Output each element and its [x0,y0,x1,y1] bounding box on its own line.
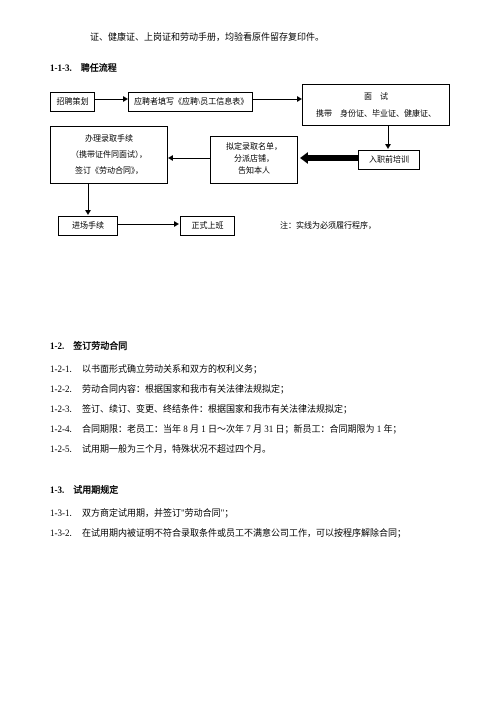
list-item: 1-2-4.合同期限：老员工：当年 8 月 1 日～次年 7 月 31 日；新员… [50,422,450,435]
item-text: 合同期限：老员工：当年 8 月 1 日～次年 7 月 31 日；新员工：合同期限… [82,424,402,434]
section-1-3-title: 1-3. 试用期规定 [50,483,450,496]
node-fill-form: 应聘者填写《应聘\员工信息表》 [128,92,253,112]
item-text: 签订、续订、变更、终结条件：根据国家和我市有关法律法规拟定； [82,404,352,414]
item-num: 1-2-5. [50,444,82,454]
hire-line2: （携带证件同面试）， [56,149,162,161]
assign-line1: 拟定录取名单， [216,141,292,153]
item-num: 1-2-1. [50,364,82,374]
list-item: 1-3-1.双方商定试用期，并签订"劳动合同"； [50,506,450,519]
item-num: 1-2-4. [50,424,82,434]
flow-note: 注：实线为必须履行程序， [280,220,376,232]
arrow [172,158,210,159]
item-text: 双方商定试用期，并签订"劳动合同"； [82,508,233,518]
item-num: 1-3-1. [50,508,82,518]
node-recruit-plan: 招聘策划 [50,92,95,112]
item-num: 1-3-2. [50,528,82,538]
arrow-head [85,210,91,215]
hire-line3: 签订《劳动合同》， [56,165,162,177]
top-continuation-text: 证、健康证、上岗证和劳动手册，均验看原件留存复印件。 [90,30,450,43]
assign-line2: 分派店铺， [216,153,292,165]
item-text: 在试用期内被证明不符合录取条件或员工不满意公司工作，可以按程序解除合同； [82,528,406,538]
hire-line1: 办理录取手续 [56,133,162,145]
list-item: 1-3-2.在试用期内被证明不符合录取条件或员工不满意公司工作，可以按程序解除合… [50,526,450,539]
arrow [88,184,89,212]
node-assign: 拟定录取名单， 分派店铺， 告知本人 [210,136,298,184]
item-text: 以书面形式确立劳动关系和双方的权利义务； [82,364,262,374]
item-num: 1-2-3. [50,404,82,414]
arrow-head [174,221,179,227]
node-interview: 面 试 携带 身份证、毕业证、健康证、 [302,84,450,126]
item-text: 劳动合同内容：根据国家和我市有关法律法规拟定； [82,384,289,394]
arrow-head [123,96,128,102]
node-hire-procedure: 办理录取手续 （携带证件同面试）， 签订《劳动合同》， [50,126,168,184]
section-1-3-list: 1-3-1.双方商定试用期，并签订"劳动合同"； 1-3-2.在试用期内被证明不… [50,506,450,539]
arrow [253,99,299,100]
arrow-head [297,96,302,102]
node-pre-training: 入职前培训 [358,150,420,170]
list-item: 1-2-3.签订、续订、变更、终结条件：根据国家和我市有关法律法规拟定； [50,402,450,415]
thick-arrow-head [300,152,308,164]
assign-line3: 告知本人 [216,165,292,177]
section-1-2-title: 1-2. 签订劳动合同 [50,339,450,352]
thick-arrow [308,155,358,161]
node-enter-procedure: 进场手续 [58,216,118,236]
interview-body: 携带 身份证、毕业证、健康证、 [308,108,444,120]
list-item: 1-2-2.劳动合同内容：根据国家和我市有关法律法规拟定； [50,382,450,395]
arrow [95,99,125,100]
interview-title: 面 试 [308,91,444,103]
section-1-2-list: 1-2-1.以书面形式确立劳动关系和双方的权利义务； 1-2-2.劳动合同内容：… [50,362,450,455]
hiring-flowchart: 招聘策划 应聘者填写《应聘\员工信息表》 面 试 携带 身份证、毕业证、健康证、… [50,84,450,284]
item-num: 1-2-2. [50,384,82,394]
section-1-1-3-title: 1-1-3. 聘任流程 [50,61,450,74]
arrow [388,126,389,146]
item-text: 试用期一般为三个月，特殊状况不超过四个月。 [82,444,271,454]
arrow-head [385,144,391,149]
arrow-head [168,155,173,161]
arrow [118,224,176,225]
node-onboard: 正式上班 [180,216,235,236]
list-item: 1-2-5.试用期一般为三个月，特殊状况不超过四个月。 [50,442,450,455]
list-item: 1-2-1.以书面形式确立劳动关系和双方的权利义务； [50,362,450,375]
